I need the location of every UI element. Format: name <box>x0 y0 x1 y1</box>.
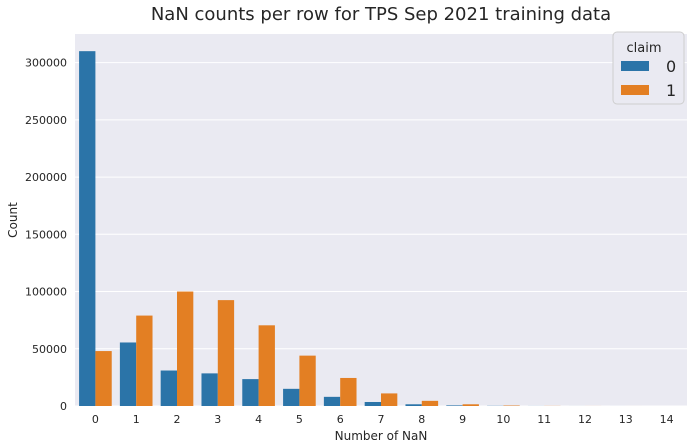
bar-series-0-nan-2 <box>160 370 177 406</box>
chart-title: NaN counts per row for TPS Sep 2021 trai… <box>151 4 611 25</box>
bar-series-1-nan-2 <box>177 291 194 406</box>
x-tick-label: 13 <box>619 413 633 426</box>
bar-series-1-nan-6 <box>340 377 357 406</box>
legend-swatch-series-0 <box>621 61 649 71</box>
x-tick-label: 12 <box>578 413 592 426</box>
y-axis-label: Count <box>6 202 20 238</box>
x-tick-label: 14 <box>660 413 674 426</box>
y-tick-label: 150000 <box>25 228 67 241</box>
bars <box>79 51 683 407</box>
y-tick-label: 50000 <box>32 343 67 356</box>
x-tick-label: 4 <box>255 413 262 426</box>
bar-series-0-nan-9 <box>446 405 463 406</box>
x-tick-labels: 0 1 2 3 4 5 6 7 8 9 10 11 12 13 14 <box>92 413 674 426</box>
bar-series-0-nan-6 <box>323 396 341 406</box>
legend-label-series-1: 1 <box>666 81 676 100</box>
legend: claim 0 1 <box>612 31 685 105</box>
bar-series-1-nan-0 <box>95 351 112 406</box>
bar-series-1-nan-1 <box>136 315 153 406</box>
x-tick-label: 0 <box>92 413 99 426</box>
y-tick-label: 100000 <box>25 286 67 299</box>
legend-title: claim <box>626 41 661 56</box>
x-tick-label: 5 <box>296 413 303 426</box>
y-tick-label: 0 <box>60 400 67 413</box>
y-tick-labels: 0 50000 100000 150000 200000 250000 300000 <box>25 57 67 413</box>
bar-series-0-nan-4 <box>242 379 259 406</box>
x-tick-label: 9 <box>459 413 466 426</box>
plot-background <box>75 34 687 406</box>
bar-series-1-nan-5 <box>299 355 316 406</box>
bar-series-0-nan-0 <box>79 51 96 407</box>
x-axis-label: Number of NaN <box>335 429 428 443</box>
x-tick-label: 2 <box>174 413 181 426</box>
x-tick-label: 1 <box>133 413 140 426</box>
x-tick-label: 6 <box>337 413 344 426</box>
legend-swatch-series-1 <box>621 85 649 95</box>
bar-series-1-nan-4 <box>258 325 275 406</box>
bar-series-0-nan-1 <box>119 342 137 406</box>
x-tick-label: 8 <box>418 413 425 426</box>
bar-series-1-nan-9 <box>462 404 479 406</box>
y-tick-label: 300000 <box>25 57 67 70</box>
bar-series-1-nan-7 <box>381 393 398 406</box>
x-tick-label: 7 <box>378 413 385 426</box>
bar-series-0-nan-5 <box>283 388 300 406</box>
bar-series-0-nan-8 <box>405 404 422 406</box>
y-tick-label: 250000 <box>25 114 67 127</box>
x-tick-label: 3 <box>214 413 221 426</box>
x-tick-label: 11 <box>537 413 551 426</box>
x-tick-label: 10 <box>496 413 510 426</box>
legend-label-series-0: 0 <box>666 57 676 76</box>
bar-series-1-nan-8 <box>421 400 439 406</box>
bar-series-1-nan-3 <box>217 300 235 406</box>
bar-series-0-nan-7 <box>364 401 381 406</box>
bar-series-0-nan-3 <box>201 373 218 406</box>
y-tick-label: 200000 <box>25 171 67 184</box>
